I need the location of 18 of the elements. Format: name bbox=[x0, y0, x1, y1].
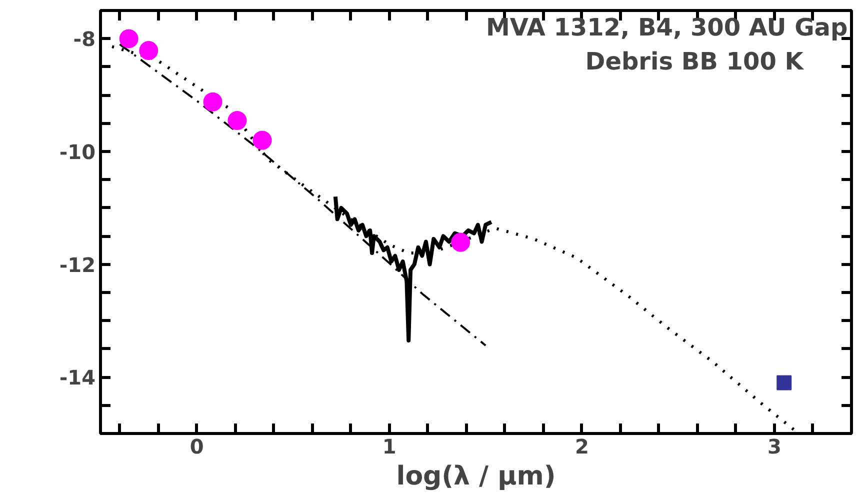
point bbox=[252, 130, 272, 150]
x-tick-label: 1 bbox=[382, 434, 396, 458]
point bbox=[451, 232, 470, 252]
x-tick-label: 0 bbox=[190, 434, 204, 458]
x-tick-label: 2 bbox=[574, 434, 589, 458]
x-axis-title: log(λ / μm) bbox=[396, 462, 556, 492]
point bbox=[203, 92, 222, 112]
point bbox=[228, 111, 247, 130]
x-tick-label: 3 bbox=[768, 434, 782, 458]
point bbox=[776, 375, 792, 390]
point bbox=[119, 29, 138, 48]
y-tick-label: -14 bbox=[59, 366, 96, 390]
y-tick-label: -12 bbox=[59, 252, 96, 277]
annotation: MVA 1312, B4, 300 AU Gap bbox=[486, 13, 848, 42]
point bbox=[139, 41, 158, 60]
y-tick-label: -8 bbox=[73, 27, 96, 52]
annotation: Debris BB 100 K bbox=[585, 47, 805, 76]
y-tick-label: -10 bbox=[59, 140, 96, 164]
